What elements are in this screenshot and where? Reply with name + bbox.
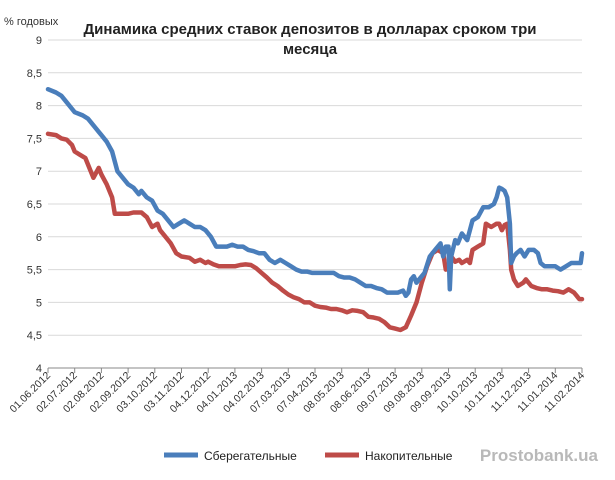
y-axis-ticks: 4 4,5 5 5,5 6 6,5 7 7,5 8 8,5 9 (27, 35, 42, 375)
series-line-savings (45, 86, 585, 299)
y-tick-label: 6 (36, 232, 42, 244)
y-tick-label: 7,5 (27, 133, 42, 145)
y-tick-label: 4 (36, 363, 42, 375)
series-line-accumulative (45, 131, 585, 333)
y-tick-label: 6,5 (27, 199, 42, 211)
y-tick-label: 7 (36, 166, 42, 178)
y-tick-label: 9 (36, 35, 42, 47)
series-layer (45, 86, 585, 333)
y-tick-label: 5,5 (27, 265, 42, 277)
y-tick-label: 5 (36, 297, 42, 309)
y-tick-label: 8 (36, 101, 42, 113)
chart-title-line-1: Динамика средних ставок депозитов в долл… (83, 21, 536, 38)
legend-label-savings: Сберегательные (204, 449, 297, 463)
legend-label-accumulative: Накопительные (365, 449, 453, 463)
y-tick-label: 8,5 (27, 68, 42, 80)
x-axis-ticks: 01.06.201202.07.201202.08.201202.09.2012… (7, 368, 587, 415)
legend: Сберегательные Накопительные (164, 449, 453, 463)
gridlines (48, 39, 582, 336)
chart-title-line-2: месяца (283, 41, 338, 58)
y-axis-unit-label: % годовых (4, 16, 59, 28)
watermark: Prostobank.ua (480, 446, 599, 465)
y-tick-label: 4,5 (27, 330, 42, 342)
